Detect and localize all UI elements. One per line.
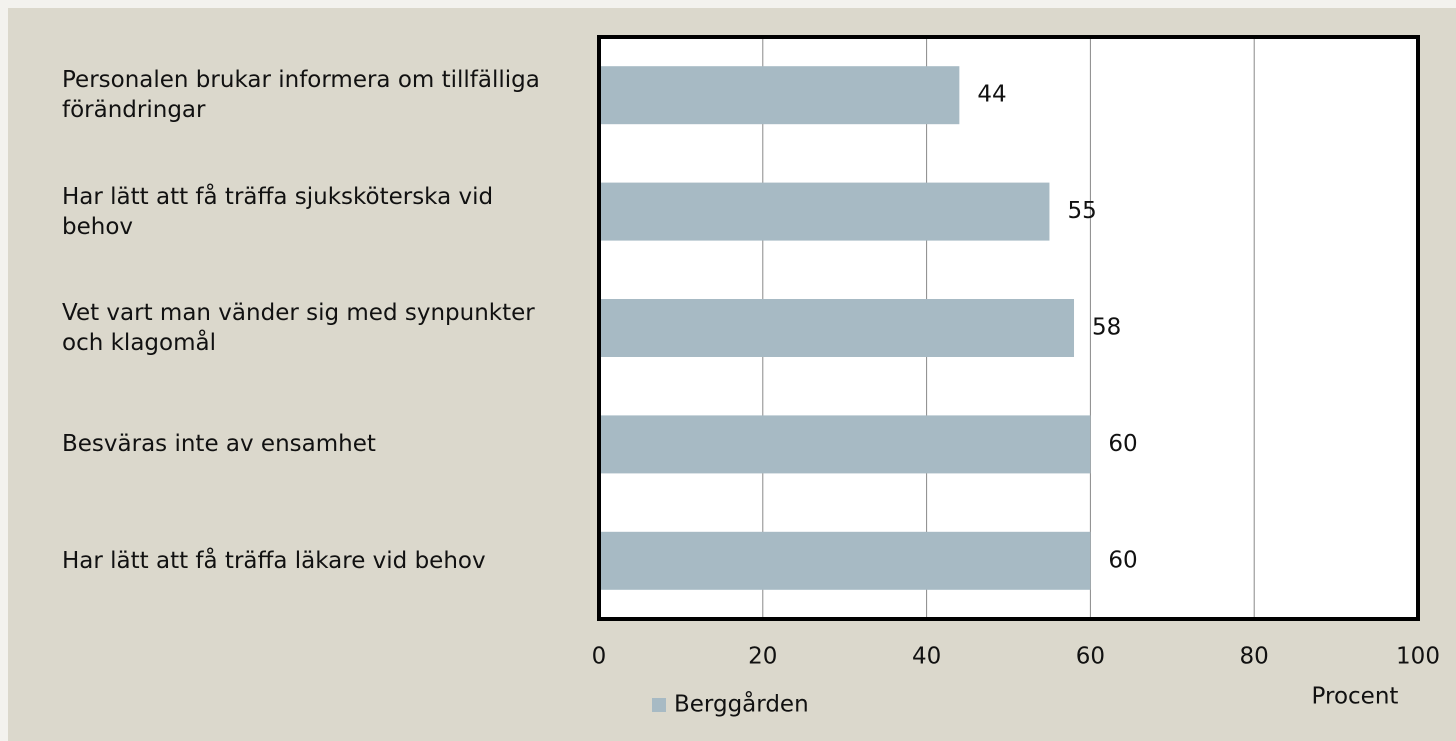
x-tick-label: 100	[1396, 644, 1440, 670]
bar	[599, 415, 1091, 474]
bar	[599, 531, 1091, 590]
bar	[599, 182, 1050, 241]
axis-title: Procent	[1312, 684, 1399, 710]
plot-border	[597, 35, 1420, 621]
value-label: 55	[1067, 198, 1096, 224]
category-label: Har lätt att få träffa sjuksköterska vid…	[62, 183, 494, 240]
category-label: Personalen brukar informera om tillfälli…	[62, 67, 540, 124]
x-tick-label: 40	[912, 644, 941, 670]
value-label: 58	[1092, 315, 1121, 341]
category-label: Har lätt att få träffa läkare vid behov	[62, 547, 486, 574]
x-tick-label: 20	[748, 644, 777, 670]
value-label: 60	[1108, 431, 1137, 457]
value-label: 44	[977, 82, 1006, 108]
legend-label: Berggården	[674, 690, 809, 718]
category-label: Vet vart man vänder sig med synpunkter o…	[62, 300, 535, 356]
x-tick-label: 0	[592, 644, 607, 670]
bar	[599, 299, 1075, 357]
bar	[599, 66, 960, 125]
category-label: Besväras inte av ensamhet	[62, 431, 376, 458]
x-tick-label: 80	[1240, 644, 1269, 670]
legend-swatch	[652, 698, 666, 712]
x-tick-label: 60	[1076, 644, 1105, 670]
value-label: 60	[1108, 547, 1137, 573]
